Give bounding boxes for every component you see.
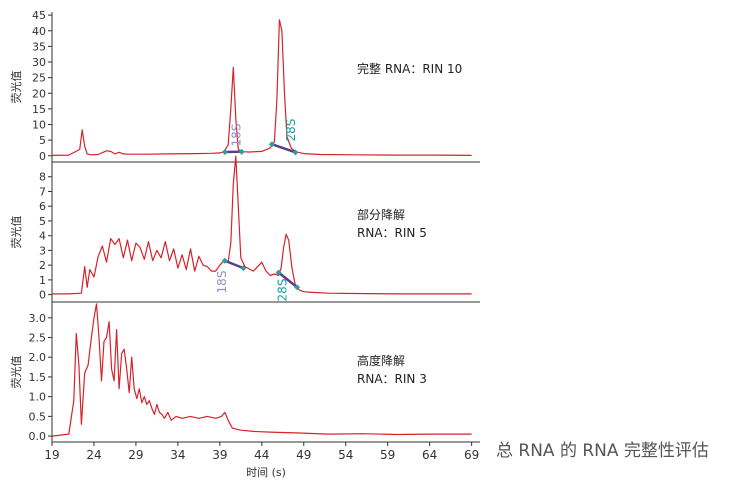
y-tick-label: 1.0 [29, 391, 47, 404]
trace-line [51, 303, 472, 437]
y-tick-label: 3 [39, 244, 46, 257]
y-tick-label: 0.0 [29, 430, 47, 443]
baseline-marker [240, 265, 247, 272]
baseline-marker [294, 284, 301, 291]
y-tick-label: 45 [32, 9, 46, 22]
y-tick-label: 0.5 [29, 410, 47, 423]
x-tick-label: 39 [212, 448, 227, 462]
panel-annotation: 高度降解 [357, 353, 405, 368]
y-tick-label: 8 [39, 171, 46, 184]
baseline-marker [275, 269, 282, 276]
x-tick-label: 29 [128, 448, 143, 462]
y-tick-label: 25 [32, 72, 46, 85]
y-tick-label: 10 [32, 119, 46, 132]
x-tick-label: 44 [254, 448, 269, 462]
y-tick-label: 20 [32, 87, 46, 100]
baseline-marker [268, 141, 275, 148]
y-tick-label: 2.5 [29, 331, 47, 344]
peak-baseline [224, 259, 244, 270]
y-axis-label: 荧光值 [9, 71, 23, 104]
y-tick-label: 6 [39, 200, 46, 213]
x-tick-label: 19 [44, 448, 59, 462]
figure-caption: 总 RNA 的 RNA 完整性评估 [496, 441, 709, 461]
baseline-marker [292, 149, 299, 156]
x-tick-label: 54 [338, 448, 353, 462]
marker-label-18s: 18S [230, 124, 244, 147]
y-axis-label: 荧光值 [9, 216, 23, 249]
x-tick-label: 34 [170, 448, 185, 462]
panel-annotation: RNA：RIN 5 [357, 226, 427, 240]
marker-label-18s: 18S [215, 271, 229, 294]
y-tick-label: 5 [39, 134, 46, 147]
baseline-marker [221, 257, 228, 264]
marker-label-28s: 28S [284, 119, 298, 142]
trace-line [51, 19, 472, 156]
y-tick-label: 1 [39, 274, 46, 287]
y-tick-label: 1.5 [29, 371, 47, 384]
y-tick-label: 5 [39, 215, 46, 228]
x-tick-label: 59 [380, 448, 395, 462]
y-tick-label: 7 [39, 185, 46, 198]
y-tick-label: 35 [32, 40, 46, 53]
y-tick-label: 15 [32, 103, 46, 116]
y-tick-label: 0 [39, 150, 46, 163]
y-tick-label: 4 [39, 230, 46, 243]
x-tick-label: 49 [296, 448, 311, 462]
x-tick-label: 24 [86, 448, 101, 462]
baseline-marker [221, 149, 228, 155]
x-axis-label: 时间 (s) [246, 466, 286, 479]
panel-annotation: 部分降解 [357, 207, 405, 222]
marker-label-28s: 28S [276, 279, 290, 302]
panel-1: 0 5 10 15 20 25 30 35 40 45 荧光值 18S 28S 完整 RNA：RIN 10 [9, 9, 480, 163]
peak-baseline [277, 271, 298, 289]
x-tick-label: 69 [464, 448, 479, 462]
panel-annotation: 完整 RNA：RIN 10 [357, 61, 462, 76]
panel-3: 0.0 0.5 1.0 1.5 2.0 2.5 3.0 荧光值 19 24 29 34 39 44 49 54… [9, 302, 480, 479]
panel-annotation: RNA：RIN 3 [357, 372, 427, 386]
trace-line [52, 155, 472, 295]
y-tick-label: 2 [39, 259, 46, 272]
y-tick-label: 30 [32, 56, 46, 69]
y-tick-label: 3.0 [29, 312, 47, 325]
y-axis-label: 荧光值 [9, 356, 23, 389]
y-tick-label: 2.0 [29, 351, 47, 364]
baseline-marker [238, 148, 245, 155]
y-tick-label: 0 [39, 289, 46, 302]
peak-baseline [271, 143, 296, 154]
y-tick-label: 40 [32, 25, 46, 38]
x-tick-label: 64 [422, 448, 437, 462]
